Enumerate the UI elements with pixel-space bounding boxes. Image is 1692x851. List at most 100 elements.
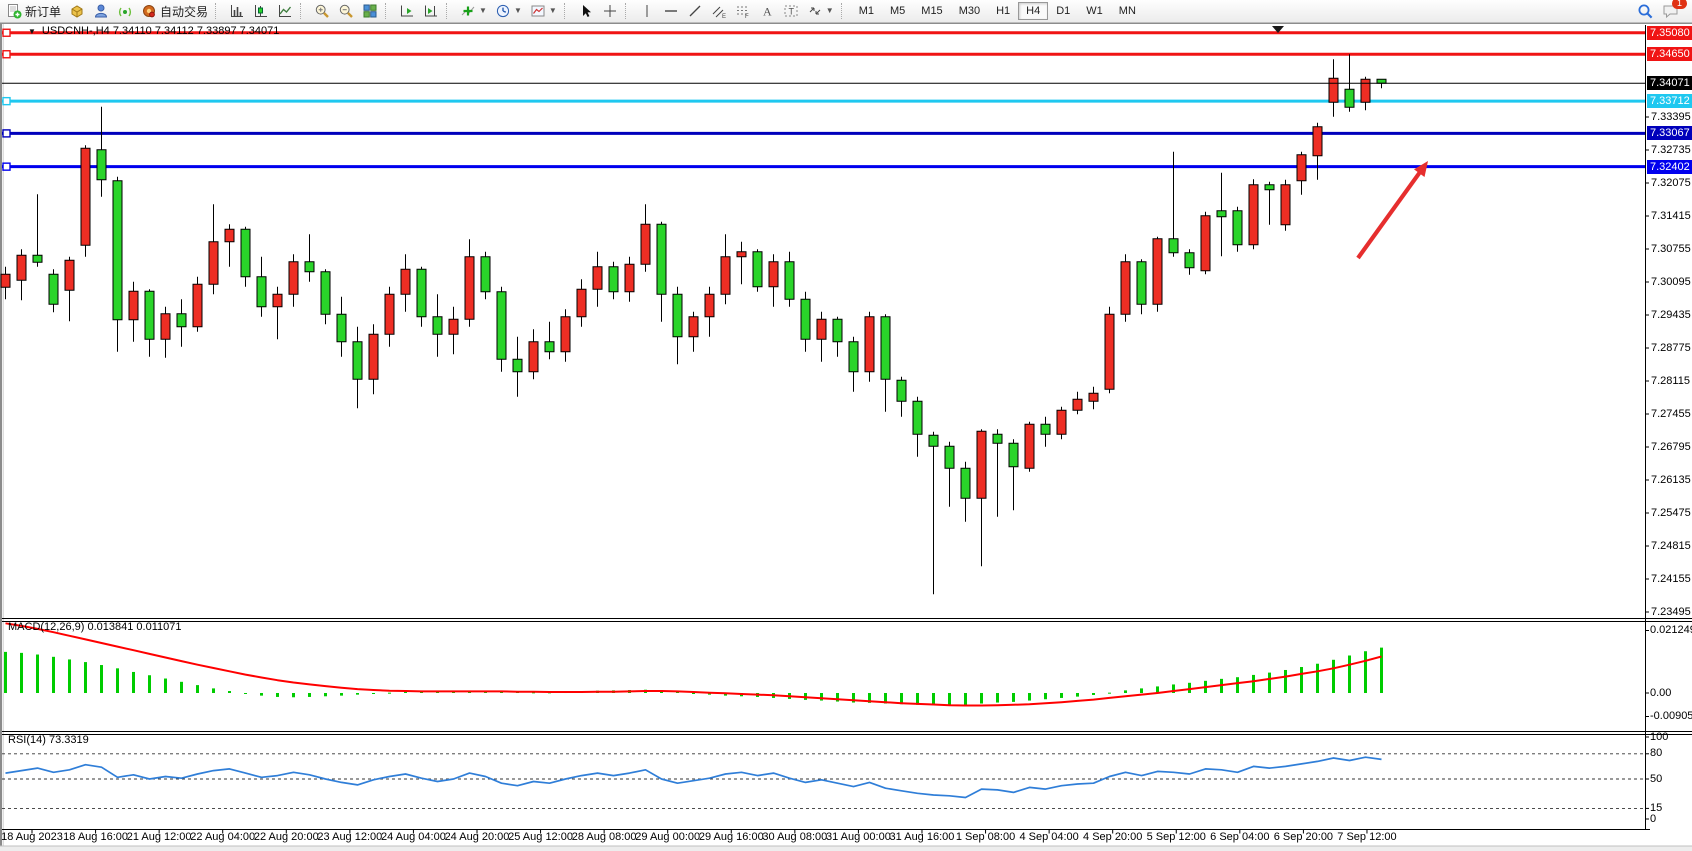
macd-histogram-bar	[916, 693, 919, 705]
new-order-icon	[6, 3, 22, 19]
macd-histogram-bar	[1172, 684, 1175, 693]
timeframe-button-d1[interactable]: D1	[1056, 5, 1071, 17]
macd-histogram-bar	[1124, 690, 1127, 693]
market-button[interactable]	[65, 0, 89, 22]
new-order-button[interactable]: 新订单	[2, 0, 65, 22]
zoom-in-button[interactable]	[310, 0, 334, 22]
dropdown-caret-icon: ▼	[513, 6, 522, 15]
person-icon	[93, 3, 109, 19]
indicators-button[interactable]: ▼	[456, 0, 491, 22]
zoom-out-icon	[338, 3, 354, 19]
window-bottom-strip	[0, 846, 1692, 851]
timeframe-button-w1[interactable]: W1	[1086, 5, 1103, 17]
horizontal-line-icon	[663, 3, 679, 19]
timeframe-button-mn[interactable]: MN	[1118, 5, 1136, 17]
macd-histogram-bar	[244, 693, 247, 694]
candles-up	[0, 77, 1371, 499]
hline-handle[interactable]	[2, 96, 11, 106]
zoom-in-icon	[314, 3, 330, 19]
community-button[interactable]	[113, 0, 137, 22]
notification-badge: 1	[1672, 0, 1687, 9]
arrows-tool-button[interactable]: ▼	[803, 0, 838, 22]
tile-windows-button[interactable]	[358, 0, 382, 22]
fibonacci-tool-button[interactable]: F	[731, 0, 755, 22]
macd-histogram-bar	[1364, 651, 1367, 693]
timeframe-button-h1[interactable]: H1	[996, 5, 1011, 17]
chart-shift-button[interactable]	[419, 0, 443, 22]
bar-chart-button[interactable]	[225, 0, 249, 22]
macd-histogram-bar	[1156, 686, 1159, 693]
macd-histogram-bar	[1188, 682, 1191, 693]
macd-histogram-bar	[68, 659, 71, 693]
macd-histogram-bar	[324, 693, 327, 697]
hline-handle[interactable]	[2, 129, 11, 138]
top-toolbar: 新订单 自动交易	[0, 0, 1692, 23]
line-chart-icon	[277, 3, 293, 19]
macd-histogram-bar	[1348, 655, 1351, 693]
svg-text:T: T	[788, 7, 794, 17]
macd-histogram-bar	[532, 692, 535, 694]
cursor-tool-button[interactable]	[574, 0, 598, 22]
bar-chart-icon	[229, 3, 245, 19]
macd-histogram-bar	[708, 693, 711, 695]
macd-histogram-bar	[1236, 677, 1239, 693]
autotrading-button[interactable]: 自动交易	[137, 0, 212, 22]
fibonacci-icon: F	[735, 3, 751, 19]
macd-histogram-bar	[36, 654, 39, 693]
macd-histogram-bar	[1268, 672, 1271, 693]
zoom-out-button[interactable]	[334, 0, 358, 22]
signals-button[interactable]	[89, 0, 113, 22]
auto-scroll-icon	[399, 3, 415, 19]
trendline-tool-button[interactable]	[683, 0, 707, 22]
hline-handle[interactable]	[2, 162, 11, 171]
macd-histogram-bar	[964, 693, 967, 705]
beacon-icon	[117, 3, 133, 19]
crosshair-tool-button[interactable]	[598, 0, 622, 22]
text-icon: A	[759, 3, 775, 19]
chart-title-text: USDCNH-,H4 7.34110 7.34112 7.33897 7.340…	[41, 25, 280, 37]
chat-button[interactable]: 1	[1658, 0, 1687, 22]
macd-histogram-bar	[868, 693, 871, 703]
macd-histogram-bar	[388, 692, 391, 694]
channel-tool-button[interactable]: E	[707, 0, 731, 22]
auto-scroll-button[interactable]	[395, 0, 419, 22]
timeframe-button-m15[interactable]: M15	[921, 5, 943, 17]
horizontal-line-tool-button[interactable]	[659, 0, 683, 22]
equidistant-channel-icon: E	[711, 3, 727, 19]
macd-histogram-bar	[932, 693, 935, 706]
chart-shift-marker[interactable]	[1272, 26, 1284, 33]
timeframe-button-m30[interactable]: M30	[958, 5, 981, 17]
text-label-tool-button[interactable]: T	[779, 0, 803, 22]
candlestick-chart-button[interactable]	[249, 0, 273, 22]
macd-histogram-bar	[1300, 667, 1303, 693]
macd-indicator-label: MACD(12,26,9) 0.013841 0.011071	[8, 621, 182, 633]
hline-handle[interactable]	[2, 50, 11, 59]
macd-histogram-bar	[84, 662, 87, 693]
macd-histogram-bar	[1380, 647, 1383, 693]
macd-histogram-bar	[1044, 693, 1047, 700]
collapse-triangle-icon[interactable]: ▼	[28, 26, 36, 36]
macd-histogram-bar	[196, 685, 199, 693]
text-tool-button[interactable]: A	[755, 0, 779, 22]
rsi-line	[5, 756, 1382, 799]
svg-text:E: E	[722, 14, 726, 19]
hline-handle[interactable]	[2, 28, 11, 37]
timeframe-button-m5[interactable]: M5	[890, 5, 906, 17]
macd-histogram-bar	[1092, 693, 1095, 695]
timeframe-button-h4[interactable]: H4	[1018, 2, 1049, 20]
indicators-icon	[460, 3, 476, 19]
periods-button[interactable]: ▼	[491, 0, 526, 22]
arrow-annotation[interactable]	[1356, 167, 1425, 260]
search-button[interactable]	[1633, 0, 1658, 22]
macd-histogram-bar	[1076, 693, 1079, 697]
dropdown-caret-icon: ▼	[825, 6, 834, 15]
templates-button[interactable]: ▼	[526, 0, 561, 22]
macd-histogram-bar	[692, 693, 695, 694]
vertical-line-tool-button[interactable]	[635, 0, 659, 22]
timeframe-button-m1[interactable]: M1	[858, 5, 874, 17]
line-chart-button[interactable]	[273, 0, 297, 22]
macd-histogram-bar	[1108, 692, 1111, 694]
chart-title: ▼ USDCNH-,H4 7.34110 7.34112 7.33897 7.3…	[28, 25, 279, 37]
